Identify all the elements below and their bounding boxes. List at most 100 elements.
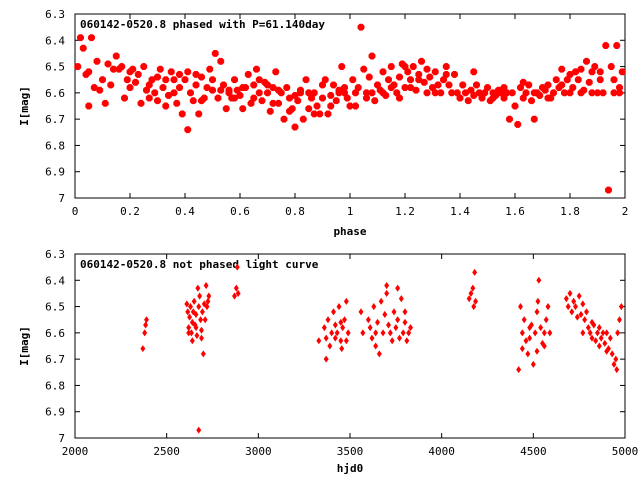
data-point [616, 84, 623, 92]
data-point [167, 68, 175, 76]
data-point [373, 329, 379, 337]
data-point [302, 76, 310, 84]
data-point [123, 76, 131, 84]
data-point [617, 316, 622, 324]
data-point [530, 115, 538, 123]
data-point [195, 110, 203, 118]
x-tick-label: 4000 [428, 445, 455, 458]
data-point [567, 289, 573, 297]
data-point [214, 94, 222, 102]
data-point [456, 94, 464, 102]
data-point [137, 99, 145, 107]
data-point [79, 44, 87, 52]
data-point [198, 316, 204, 324]
data-point [389, 337, 395, 345]
data-point [459, 81, 467, 89]
data-point [395, 284, 401, 292]
data-point [195, 284, 201, 292]
data-point [181, 76, 189, 84]
data-point [527, 324, 533, 332]
data-point [371, 303, 377, 311]
data-point [250, 94, 258, 102]
data-point [569, 308, 575, 316]
data-point [391, 308, 397, 316]
data-point [384, 282, 390, 290]
y-tick-label: 6.8 [45, 139, 65, 152]
x-tick-label: 0.4 [175, 205, 195, 218]
data-point [352, 102, 359, 110]
data-point [255, 76, 263, 84]
data-point [205, 297, 211, 305]
data-point [269, 99, 277, 107]
data-point [596, 342, 602, 350]
data-point [580, 300, 586, 308]
data-point [506, 115, 513, 123]
data-point [156, 65, 164, 73]
data-point [431, 89, 439, 97]
data-point [173, 99, 181, 107]
data-point [305, 105, 313, 113]
x-tick-label: 1.8 [560, 205, 580, 218]
data-point [255, 89, 263, 97]
data-point [367, 324, 373, 332]
data-point [234, 263, 240, 271]
data-point [503, 89, 511, 97]
data-point [74, 63, 82, 71]
data-point [142, 329, 148, 337]
data-point [565, 303, 571, 311]
data-point [319, 81, 326, 89]
y-tick-label: 6.6 [45, 327, 65, 340]
data-point [596, 324, 602, 332]
data-point [357, 23, 365, 31]
data-point [170, 89, 178, 97]
data-point [209, 86, 216, 94]
data-point [313, 102, 321, 110]
data-point [397, 334, 402, 342]
y-tick-label: 6.9 [45, 166, 65, 179]
data-point [199, 308, 205, 316]
data-point [566, 89, 574, 97]
data-point [258, 97, 266, 105]
data-point [445, 81, 453, 89]
data-point [192, 71, 200, 78]
data-point [264, 81, 271, 89]
y-tick-label: 6.4 [45, 34, 65, 47]
data-point [404, 68, 412, 76]
data-point [85, 102, 93, 110]
data-point [199, 326, 204, 334]
data-point [338, 318, 344, 326]
data-point [319, 94, 326, 102]
data-point [585, 324, 591, 332]
data-point [341, 84, 348, 92]
data-point [521, 316, 527, 324]
y-tick-label: 6.7 [45, 353, 65, 366]
data-point [610, 89, 618, 97]
x-tick-label: 2000 [62, 445, 89, 458]
data-point [398, 295, 404, 303]
data-point [375, 318, 380, 326]
data-point [104, 60, 112, 68]
data-point [77, 34, 84, 42]
data-point [346, 102, 354, 110]
data-point [396, 73, 403, 81]
data-point [239, 84, 247, 92]
data-point [544, 94, 552, 102]
data-point [442, 71, 450, 78]
data-point [569, 84, 577, 92]
data-point [140, 63, 148, 71]
data-point [585, 78, 593, 86]
data-point [378, 297, 384, 305]
data-point [373, 342, 379, 350]
data-point [170, 76, 178, 84]
data-point [584, 308, 589, 316]
data-point [589, 318, 595, 326]
data-point [530, 89, 538, 97]
data-point [338, 337, 344, 345]
data-point [332, 321, 338, 329]
data-point [611, 360, 617, 368]
y-axis-label: I[mag] [18, 86, 31, 126]
data-point [448, 89, 456, 97]
data-point [110, 65, 117, 73]
data-point [541, 329, 547, 337]
